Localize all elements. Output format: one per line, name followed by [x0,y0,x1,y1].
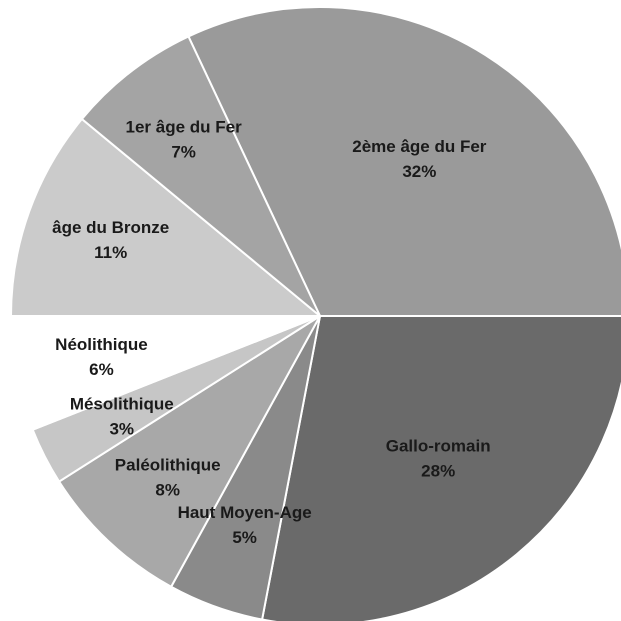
pie-slice [9,117,323,317]
slice-value-label: 28% [421,461,455,480]
slice-value-label: 7% [171,143,196,162]
pie-slice [80,35,321,317]
slice-value-label: 3% [109,419,134,438]
slice-value-label: 5% [232,528,257,547]
slice-label: Mésolithique [70,394,174,413]
pie-slice [187,6,621,317]
slice-label: Gallo-romain [386,436,491,455]
slice-label: Néolithique [55,335,148,354]
slice-label: âge du Bronze [52,218,169,237]
pie-slice [57,315,321,589]
slice-label: 1er âge du Fer [126,118,243,137]
slice-value-label: 6% [89,360,114,379]
slice-label: Paléolithique [115,456,221,475]
slice-label: Haut Moyen-Age [178,503,312,522]
slice-label: 2ème âge du Fer [352,137,487,156]
slice-value-label: 8% [155,481,180,500]
slice-value-label: 32% [402,162,436,181]
slice-value-label: 11% [94,243,127,262]
